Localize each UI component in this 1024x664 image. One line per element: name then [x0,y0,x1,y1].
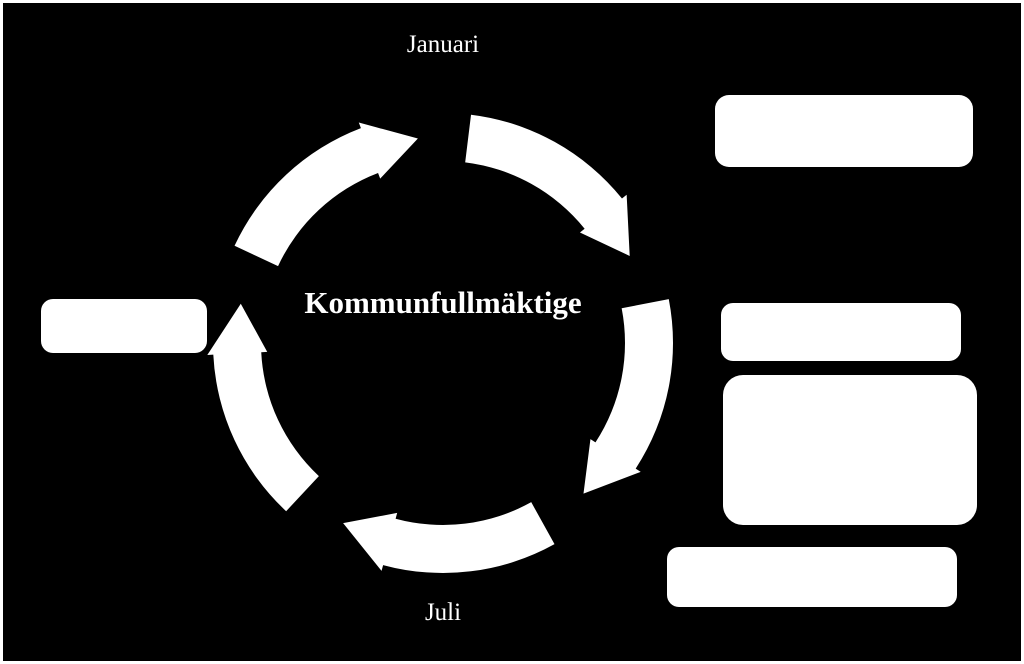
box-right-mid [721,303,961,361]
cycle-arrow-segment [583,299,673,494]
box-top-right [715,95,973,167]
cycle-arrow-segment [343,502,554,573]
cycle-arrow-segment [465,115,630,256]
center-title: Kommunfullmäktige [304,285,581,321]
diagram-stage: Januari Juli Kommunfullmäktige [0,0,1024,664]
cycle-arrow-segment [235,123,418,267]
cycle-arrow-segment [207,304,319,512]
box-bottom-right [667,547,957,607]
month-label-bottom: Juli [425,599,461,627]
box-right-large [723,375,977,525]
month-label-top: Januari [407,31,479,59]
box-left [41,299,207,353]
